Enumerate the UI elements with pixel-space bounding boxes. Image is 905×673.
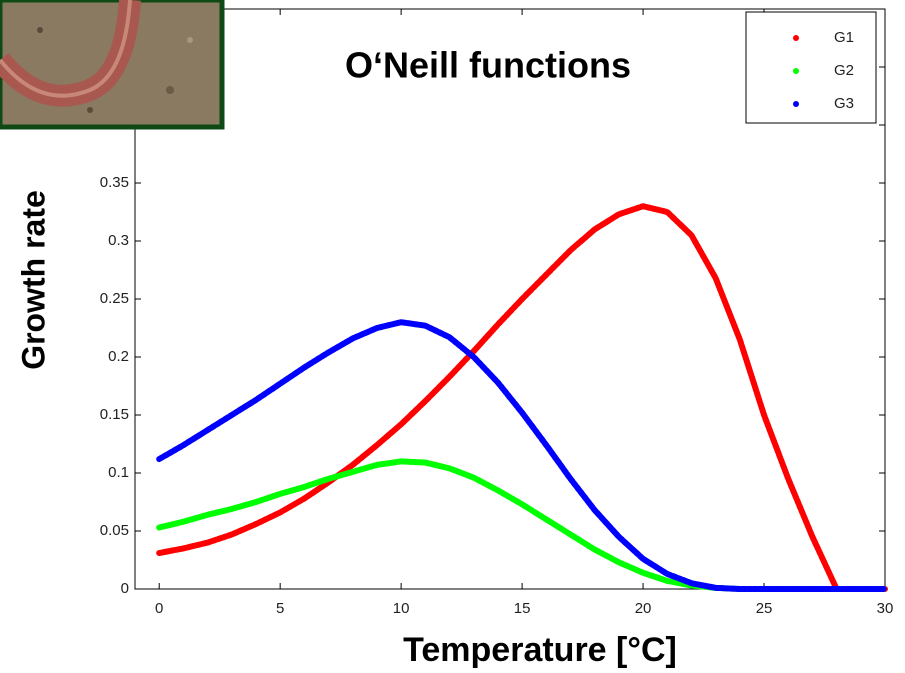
y-tick-label: 0.3 (108, 232, 129, 249)
y-tick-label: 0.1 (108, 464, 129, 481)
legend-marker (793, 68, 799, 74)
x-tick-label: 10 (393, 600, 410, 617)
x-tick-label: 5 (276, 600, 284, 617)
y-tick-label: 0.35 (100, 174, 129, 191)
legend-marker (793, 35, 799, 41)
y-tick-label: 0.2 (108, 348, 129, 365)
x-axis-label: Temperature [°C] (403, 631, 677, 669)
x-tick-label: 25 (756, 600, 773, 617)
x-tick-label: 0 (155, 600, 163, 617)
legend-label: G3 (834, 95, 854, 112)
worm-photo (0, 0, 225, 130)
series-line (156, 203, 888, 592)
legend: G1 G2 G3 (745, 11, 877, 124)
legend-label: G1 (834, 29, 854, 46)
y-tick-label: 0.15 (100, 406, 129, 423)
y-tick-label: 0 (121, 580, 129, 597)
x-tick-label: 15 (514, 600, 531, 617)
legend-marker (793, 101, 799, 107)
series-line (156, 319, 888, 592)
y-tick-label: 0.25 (100, 290, 129, 307)
y-tick-label: 0.05 (100, 522, 129, 539)
chart-title: O‘Neill functions (345, 45, 631, 86)
y-axis-label: Growth rate (15, 190, 51, 370)
legend-label: G2 (834, 62, 854, 79)
x-tick-label: 20 (635, 600, 652, 617)
x-tick-label: 30 (877, 600, 894, 617)
